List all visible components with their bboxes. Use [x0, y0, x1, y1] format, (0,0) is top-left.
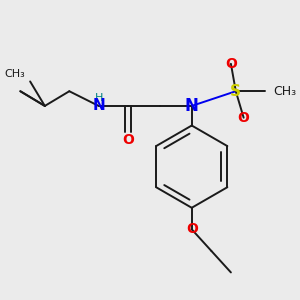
Text: O: O: [186, 222, 198, 236]
Text: O: O: [225, 57, 237, 71]
Text: CH₃: CH₃: [273, 85, 296, 98]
Text: CH₃: CH₃: [4, 69, 25, 79]
Text: N: N: [185, 97, 199, 115]
Text: O: O: [238, 111, 250, 125]
Text: H: H: [94, 93, 103, 103]
Text: O: O: [122, 133, 134, 147]
Text: S: S: [230, 84, 241, 99]
Text: N: N: [92, 98, 105, 113]
